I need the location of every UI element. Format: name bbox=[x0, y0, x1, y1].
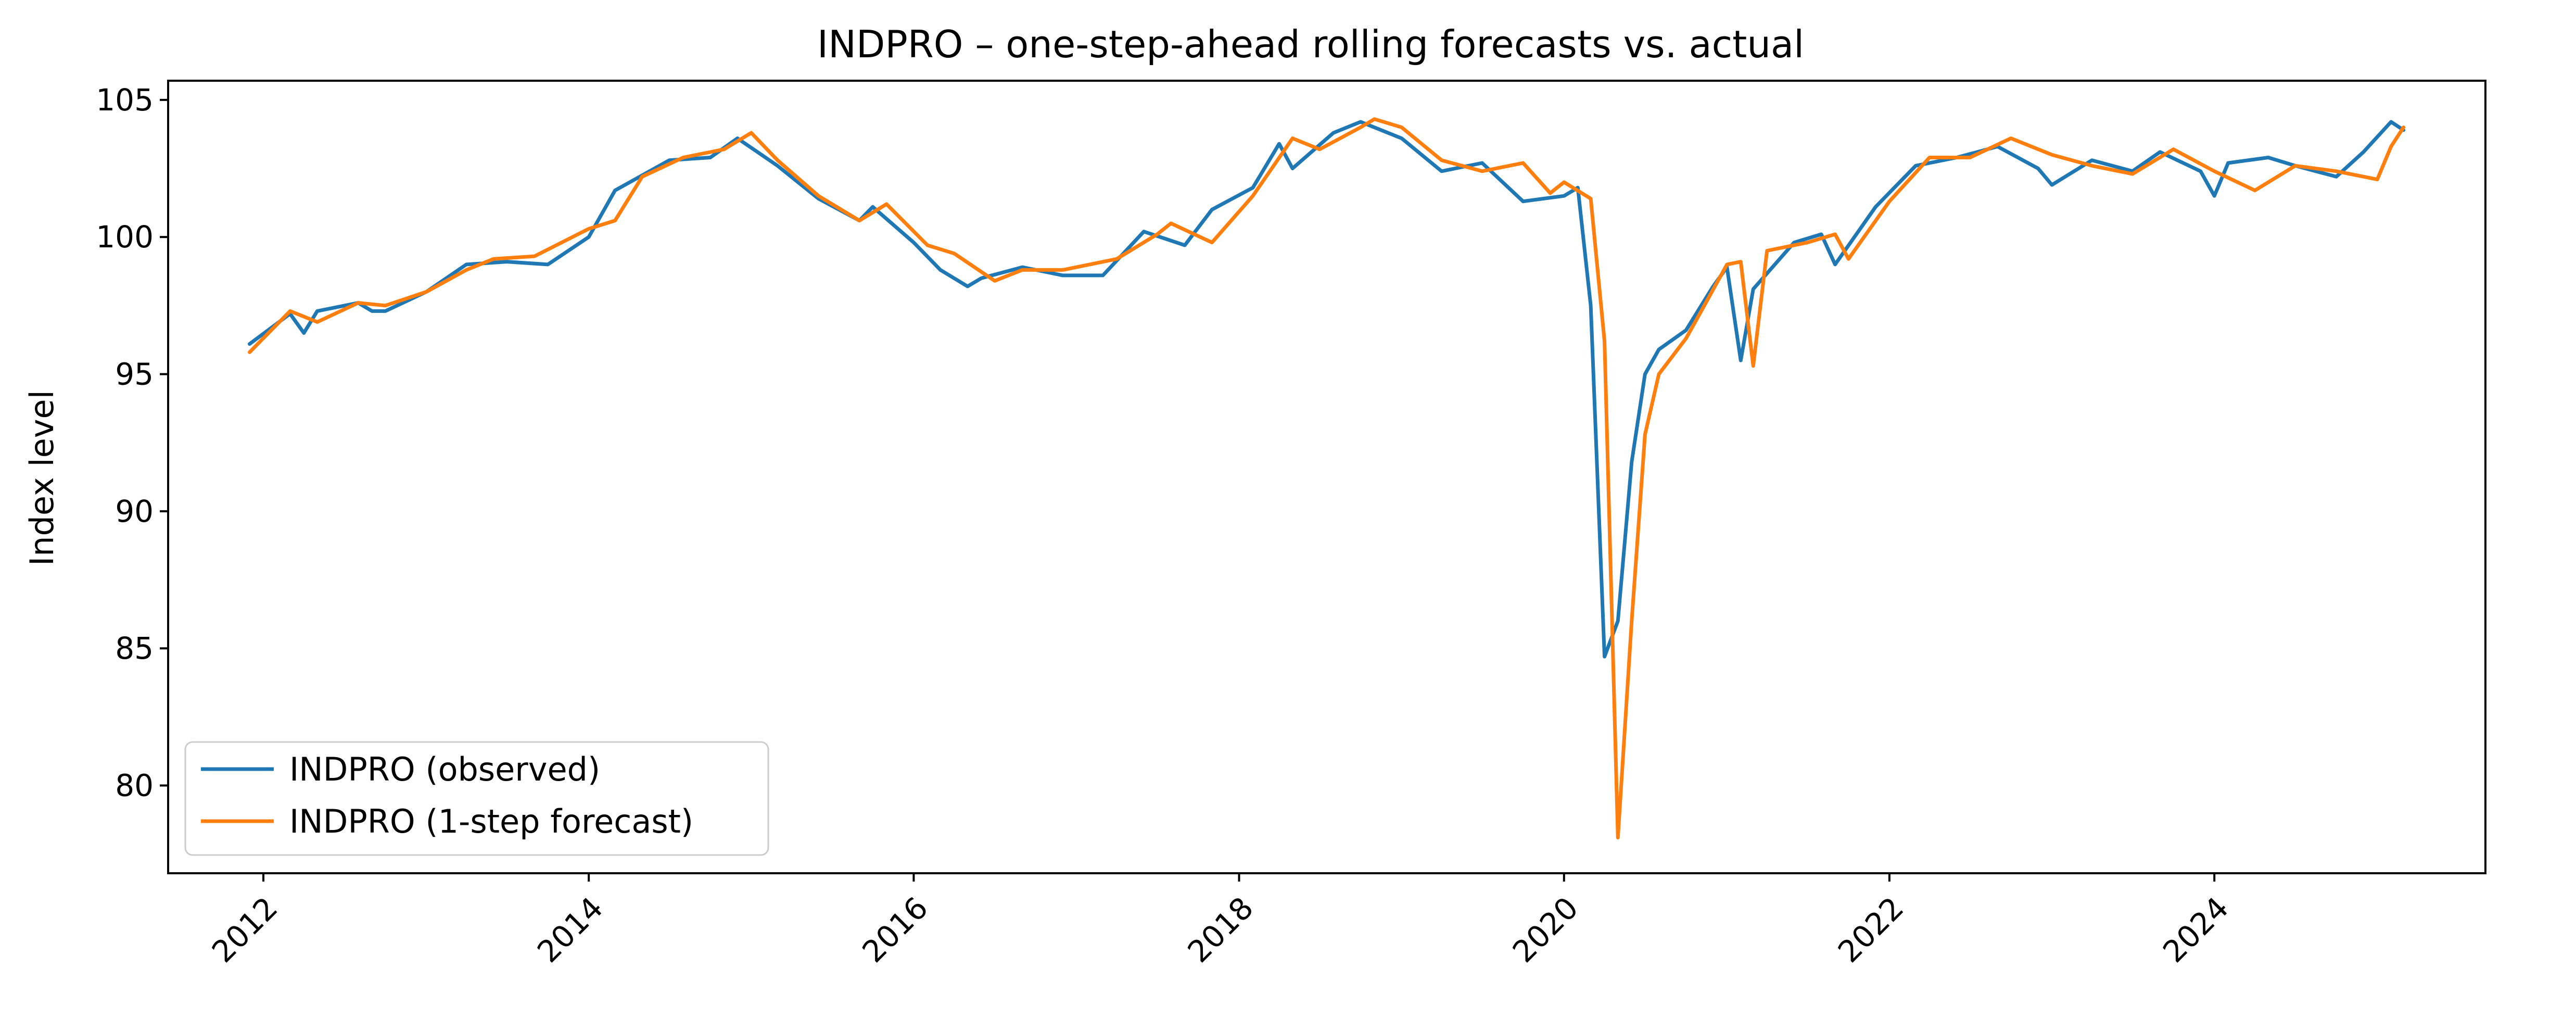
chart-title: INDPRO – one-step-ahead rolling forecast… bbox=[817, 22, 1804, 66]
legend-label-forecast: INDPRO (1-step forecast) bbox=[289, 802, 693, 840]
legend-box bbox=[184, 741, 769, 856]
y-tick-label: 100 bbox=[96, 219, 154, 255]
y-tick-label: 95 bbox=[115, 357, 154, 392]
legend: INDPRO (observed) INDPRO (1-step forecast… bbox=[184, 741, 769, 856]
y-tick-label: 90 bbox=[115, 494, 154, 529]
series-line-observed bbox=[248, 120, 2406, 659]
y-tick-label: 80 bbox=[115, 768, 154, 803]
y-tick-label: 105 bbox=[96, 82, 154, 118]
series-layer bbox=[248, 117, 2406, 839]
plot-frame bbox=[167, 80, 2486, 874]
y-axis-label: Index level bbox=[23, 390, 61, 566]
series-line-forecast bbox=[248, 117, 2406, 839]
y-tick-label: 85 bbox=[115, 631, 154, 666]
legend-label-observed: INDPRO (observed) bbox=[289, 750, 600, 788]
